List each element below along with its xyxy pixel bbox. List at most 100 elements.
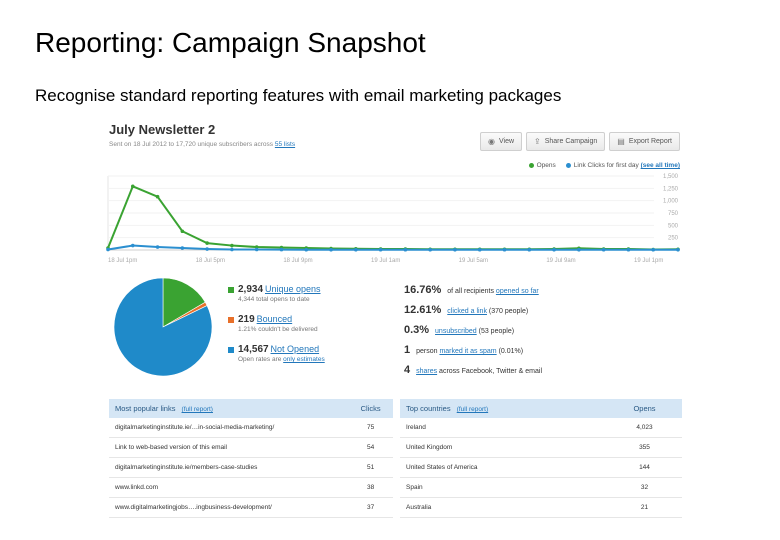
data-point: [155, 245, 160, 249]
link-url[interactable]: digitalmarketinginstitute.ie/…in-social-…: [109, 418, 349, 438]
top-countries-table: Top countries (full report) Opens Irelan…: [400, 399, 682, 518]
x-tick-label: 18 Jul 9pm: [283, 258, 312, 264]
rate-shares: 4 shares across Facebook, Twitter & emai…: [404, 364, 542, 376]
popular-links-table: Most popular links (full report) Clicks …: [109, 399, 393, 518]
data-point: [155, 194, 160, 199]
campaign-meta: Sent on 18 Jul 2012 to 17,720 unique sub…: [109, 141, 295, 148]
table-row: Spain 32: [400, 477, 682, 498]
opens-column-header: Opens: [606, 399, 682, 418]
legend-clicks-swatch: [565, 162, 571, 168]
spam-count: 1: [404, 344, 411, 356]
data-point: [453, 247, 457, 252]
link-url[interactable]: www.linkd.com: [109, 477, 349, 498]
clicked-link[interactable]: clicked a link: [447, 308, 487, 315]
legend-opens-swatch: [528, 162, 534, 168]
not-opened-link[interactable]: Not Opened: [270, 344, 320, 354]
slide-title: Reporting: Campaign Snapshot: [35, 27, 426, 58]
delivery-stats: 2,934 Unique opens 4,344 total opens to …: [228, 284, 325, 374]
view-button-label: View: [498, 138, 515, 145]
data-point: [354, 247, 358, 252]
shares-link[interactable]: shares: [416, 368, 438, 375]
estimates-link[interactable]: only estimates: [283, 356, 325, 363]
engagement-rates: 16.76% of all recipients opened so far 1…: [404, 284, 542, 384]
data-point: [428, 247, 432, 252]
data-point: [403, 247, 408, 252]
links-table-body: digitalmarketinginstitute.ie/…in-social-…: [109, 418, 393, 518]
stat-not-opened: 14,567 Not Opened Open rates are only es…: [228, 344, 325, 363]
link-clicks: 38: [348, 477, 393, 498]
countries-full-report-link[interactable]: (full report): [456, 406, 489, 413]
links-header-cell: Most popular links (full report): [109, 399, 349, 418]
pie-slice: [113, 277, 213, 377]
not-opened-sub-text: Open rates are: [238, 356, 282, 363]
campaign-title: July Newsletter 2: [109, 122, 216, 137]
shares-text: across Facebook, Twitter & email: [439, 368, 543, 375]
pie-slices: [113, 277, 213, 377]
bounced-swatch: [228, 317, 234, 323]
share-icon: ⇪: [534, 137, 541, 146]
link-clicks: 75: [348, 418, 393, 438]
not-opened-count: 14,567: [238, 344, 269, 355]
toolbar: ◉ View ⇪ Share Campaign ▤ Export Report: [479, 132, 680, 151]
unique-opens-link[interactable]: Unique opens: [264, 284, 321, 294]
country-opens: 144: [606, 457, 682, 478]
opens-count: 2,934: [238, 284, 264, 295]
data-point: [230, 247, 234, 252]
unsubscribed-link[interactable]: unsubscribed: [435, 328, 477, 335]
table-row: www.digitalmarketingjobs….ingbusiness-de…: [109, 497, 393, 518]
data-point: [378, 247, 383, 252]
series-line: [107, 244, 678, 251]
table-row: Ireland 4,023: [400, 418, 682, 438]
table-row: digitalmarketinginstitute.ie/…in-social-…: [109, 418, 393, 438]
link-clicks: 54: [348, 437, 393, 458]
chart-grid: [107, 175, 680, 251]
table-row: Australia 21: [400, 497, 682, 518]
data-point: [304, 247, 309, 252]
lists-link[interactable]: 55 lists: [274, 141, 296, 148]
data-point: [601, 247, 606, 252]
table-row: digitalmarketinginstitute.ie/members-cas…: [109, 457, 393, 478]
share-campaign-button[interactable]: ⇪ Share Campaign: [526, 132, 606, 151]
y-tick-label: 1,000: [663, 199, 679, 205]
pie-slice: [162, 277, 206, 328]
rate-clicked: 12.61% clicked a link (370 people): [404, 304, 542, 316]
data-point: [180, 229, 185, 234]
data-point: [502, 247, 507, 252]
x-tick-label: 19 Jul 9am: [546, 258, 575, 264]
links-full-report-link[interactable]: (full report): [181, 406, 213, 413]
unsub-rate-text: (53 people): [478, 328, 515, 335]
countries-header-cell: Top countries (full report): [400, 399, 607, 418]
data-point: [230, 243, 234, 248]
see-all-time-link[interactable]: (see all time): [640, 162, 680, 169]
data-point: [329, 247, 333, 252]
clicks-column-header: Clicks: [348, 399, 393, 418]
stat-opens: 2,934 Unique opens 4,344 total opens to …: [228, 284, 325, 303]
view-button[interactable]: ◉ View: [479, 132, 523, 151]
export-report-button[interactable]: ▤ Export Report: [609, 132, 680, 151]
data-point: [130, 184, 135, 189]
link-url[interactable]: www.digitalmarketingjobs….ingbusiness-de…: [109, 497, 349, 518]
x-tick-label: 19 Jul 5am: [459, 258, 488, 264]
country-name: Ireland: [400, 418, 607, 438]
not-opened-sub: Open rates are only estimates: [238, 356, 325, 363]
bounced-link[interactable]: Bounced: [256, 314, 293, 324]
link-url[interactable]: Link to web-based version of this email: [109, 437, 349, 458]
opens-sub: 4,344 total opens to date: [238, 296, 310, 303]
not-opened-swatch: [228, 347, 234, 353]
bounced-count: 219: [238, 314, 255, 325]
marked-spam-link[interactable]: marked it as spam: [439, 348, 497, 355]
link-url[interactable]: digitalmarketinginstitute.ie/members-cas…: [109, 457, 349, 478]
chart-legend: Opens Link Clicks for first day (see all…: [528, 162, 680, 169]
spam-text-2: (0.01%): [498, 348, 524, 355]
legend-opens: Opens: [528, 162, 556, 169]
opened-rate: 16.76%: [404, 284, 442, 296]
legend-opens-label: Opens: [536, 162, 556, 169]
opened-rate-text: of all recipients: [447, 288, 494, 295]
opened-so-far-link[interactable]: opened so far: [495, 288, 539, 295]
y-tick-label: 1,500: [663, 174, 679, 180]
data-point: [527, 247, 532, 252]
data-point: [205, 247, 209, 251]
clicked-rate: 12.61%: [404, 304, 442, 316]
data-point: [205, 241, 209, 245]
